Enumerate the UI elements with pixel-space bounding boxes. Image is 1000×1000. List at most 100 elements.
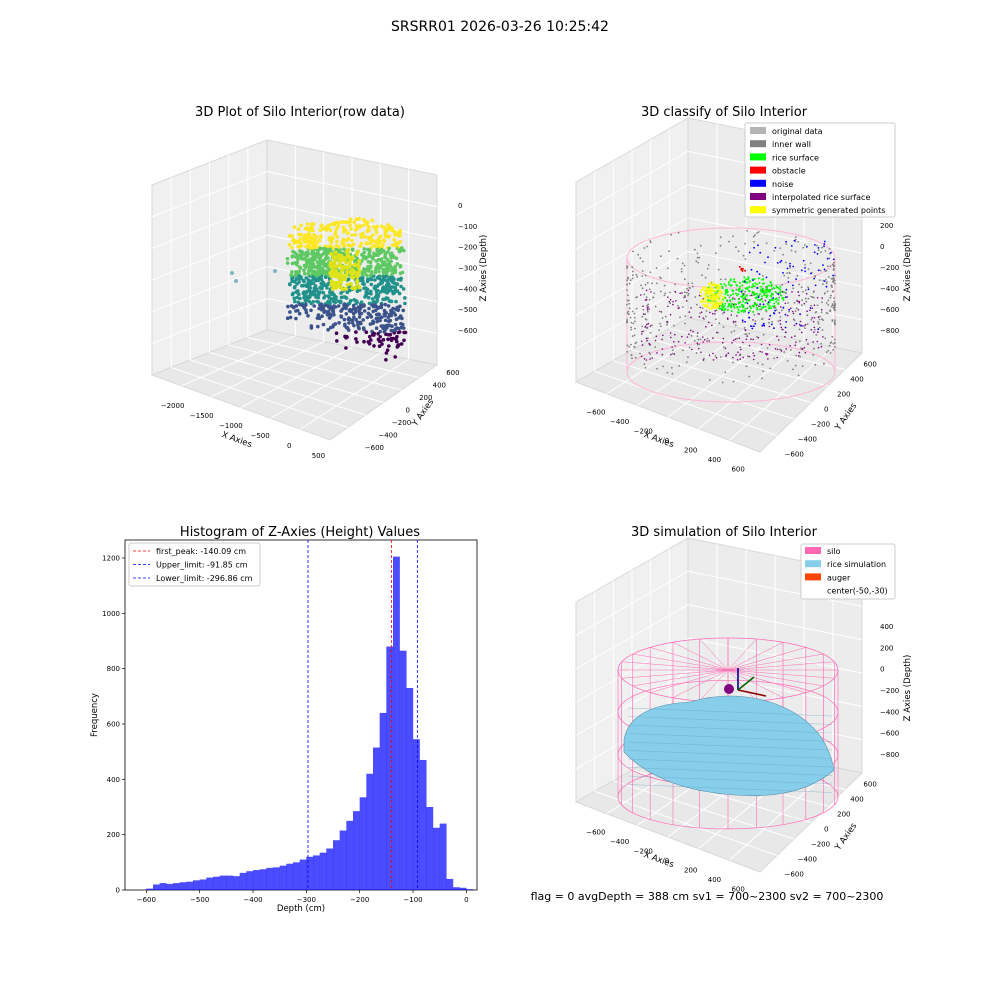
inner-wall-point [814,363,817,366]
interpolated-point [811,307,814,310]
data-point [306,314,310,318]
inner-wall-point [664,292,667,295]
data-point [331,268,336,273]
inner-wall-point [821,318,823,321]
inner-wall-point [679,316,681,319]
interpolated-point [668,300,671,303]
inner-wall-point [768,321,770,324]
rice-surface-point [733,306,736,309]
data-point [323,271,328,276]
inner-wall-point [626,318,629,321]
data-point [391,275,395,280]
histogram-bar [459,887,467,890]
data-point [383,231,388,235]
x-tick-label: −1000 [219,422,243,430]
data-point [297,280,301,284]
inner-wall-point [827,299,830,302]
noise-point [793,239,796,242]
inner-wall-point [821,246,823,249]
noise-point [804,270,806,273]
inner-wall-point [696,252,699,255]
histogram-bar [359,797,367,890]
data-point [314,277,318,282]
inner-wall-point [633,346,636,349]
interpolated-point [669,298,672,301]
inner-wall-point [693,340,696,342]
x-tick-label: −400 [243,896,262,904]
data-point [389,336,394,341]
interpolated-point [768,344,771,346]
data-point [338,300,343,305]
data-point [367,277,371,282]
inner-wall-point [748,375,751,378]
data-point [386,277,391,282]
silo-wire [699,638,729,671]
z-tick-label: −500 [458,306,477,314]
noise-point [761,324,764,327]
rice-surface-point [741,292,744,295]
interpolated-point [674,290,676,293]
data-point [333,250,338,255]
data-point [383,251,388,256]
legend-label: obstacle [772,167,806,176]
symmetric-point [712,293,715,296]
interpolated-point [744,329,747,332]
rice-surface-point [721,287,724,290]
y-tick-label: 0 [406,407,410,415]
data-point [358,306,363,310]
inner-wall-point [785,243,787,245]
inner-wall-point [632,270,634,273]
inner-wall-point [783,274,786,277]
rice-surface-point [758,308,761,311]
interpolated-point [792,312,795,315]
inner-wall-point [746,229,748,232]
data-point [395,345,400,349]
interpolated-point [817,346,820,349]
inner-wall-point [626,321,628,324]
data-point [353,286,358,291]
inner-wall-point [825,351,828,354]
rice-surface-point [733,278,736,281]
histogram-bar [179,882,187,890]
data-point [350,238,354,243]
inner-wall-point [829,309,832,312]
noise-point [792,284,794,287]
inner-wall-point [833,308,836,311]
data-point [398,240,402,244]
data-point [389,259,393,264]
data-point [304,283,308,288]
data-point [383,318,388,323]
interpolated-point [640,294,642,296]
inner-wall-point [634,327,636,330]
interpolated-point [802,325,804,327]
histogram-bar [353,811,360,890]
data-point [319,259,323,263]
data-point [381,338,386,342]
histogram-bar [233,876,240,890]
inner-wall-point [627,294,629,297]
interpolated-point [700,311,703,314]
inner-wall-point [699,338,702,341]
rice-surface-point [748,280,751,283]
histogram-bar [173,883,180,890]
inner-wall-point [632,322,635,325]
inner-wall-point [644,367,647,369]
rice-surface-point [749,309,751,312]
rice-surface-point [753,293,756,296]
symmetric-point [711,288,714,291]
data-point [309,308,313,313]
rice-surface-point [741,284,744,287]
noise-point [757,244,759,247]
data-point [291,238,295,243]
rice-surface-point [756,308,759,311]
inner-wall-point [658,329,660,331]
symmetric-point [717,295,721,298]
legend-box [800,543,896,600]
interpolated-point [702,317,704,319]
y-tick-label: −400 [798,856,817,864]
rice-surface-point [744,307,747,310]
symmetric-point [712,307,716,310]
symmetric-point [710,302,713,305]
inner-wall-point [629,279,632,281]
rice-surface-point [775,284,778,287]
